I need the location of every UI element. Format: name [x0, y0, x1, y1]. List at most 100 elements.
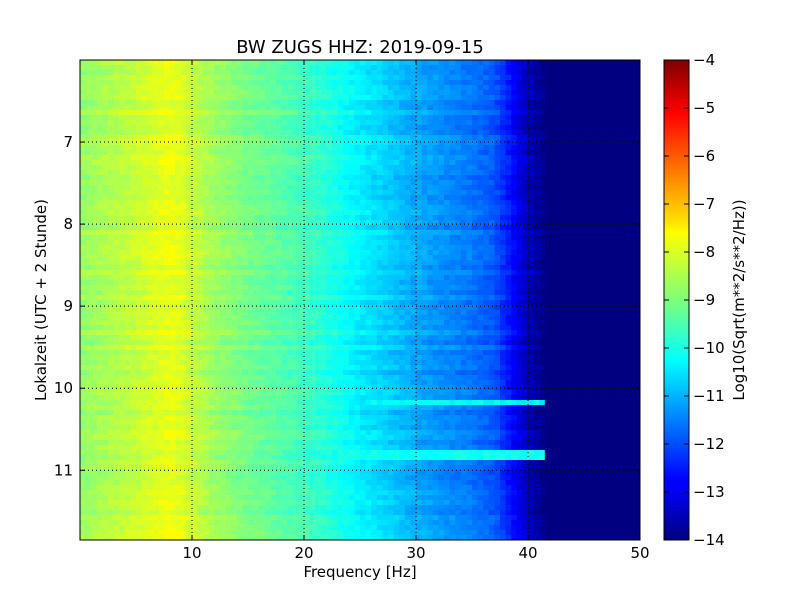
heatmap-cell: [388, 275, 395, 281]
heatmap-cell: [561, 280, 568, 286]
heatmap-cell: [528, 90, 535, 96]
heatmap-cell: [164, 150, 171, 156]
heatmap-cell: [404, 195, 411, 201]
heatmap-cell: [298, 180, 305, 186]
heatmap-cell: [186, 100, 193, 106]
heatmap-cell: [483, 150, 490, 156]
heatmap-cell: [147, 110, 154, 116]
heatmap-cell: [242, 300, 249, 306]
heatmap-cell: [225, 65, 232, 71]
heatmap-cell: [584, 120, 591, 126]
heatmap-cell: [292, 170, 299, 176]
heatmap-cell: [393, 140, 400, 146]
heatmap-cell: [511, 130, 518, 136]
heatmap-cell: [449, 105, 456, 111]
heatmap-cell: [259, 140, 266, 146]
heatmap-cell: [186, 240, 193, 246]
heatmap-cell: [634, 95, 640, 101]
heatmap-cell: [449, 185, 456, 191]
heatmap-cell: [298, 205, 305, 211]
heatmap-cell: [544, 70, 551, 76]
heatmap-cell: [236, 90, 243, 96]
heatmap-cell: [270, 180, 277, 186]
heatmap-cell: [365, 130, 372, 136]
heatmap-cell: [203, 140, 210, 146]
heatmap-cell: [276, 130, 283, 136]
heatmap-cell: [197, 150, 204, 156]
heatmap-cell: [259, 255, 266, 261]
heatmap-cell: [197, 160, 204, 166]
heatmap-cell: [477, 270, 484, 276]
heatmap-cell: [572, 125, 579, 131]
heatmap-cell: [505, 275, 512, 281]
heatmap-cell: [231, 250, 238, 256]
heatmap-cell: [550, 70, 557, 76]
heatmap-cell: [326, 85, 333, 91]
heatmap-cell: [533, 155, 540, 161]
heatmap-cell: [214, 240, 221, 246]
heatmap-cell: [119, 225, 126, 231]
heatmap-cell: [220, 75, 227, 81]
heatmap-cell: [488, 220, 495, 226]
heatmap-cell: [393, 185, 400, 191]
heatmap-cell: [360, 250, 367, 256]
heatmap-cell: [332, 195, 339, 201]
heatmap-cell: [169, 65, 176, 71]
heatmap-cell: [231, 305, 238, 311]
heatmap-cell: [544, 165, 551, 171]
heatmap-cell: [164, 90, 171, 96]
heatmap-cell: [96, 155, 103, 161]
heatmap-cell: [113, 75, 120, 81]
heatmap-cell: [264, 65, 271, 71]
heatmap-cell: [169, 230, 176, 236]
heatmap-cell: [315, 265, 322, 271]
heatmap-cell: [332, 235, 339, 241]
heatmap-cell: [225, 200, 232, 206]
heatmap-cell: [85, 305, 92, 311]
heatmap-cell: [152, 285, 159, 291]
heatmap-cell: [584, 210, 591, 216]
heatmap-cell: [309, 185, 316, 191]
heatmap-cell: [606, 240, 613, 246]
heatmap-cell: [348, 160, 355, 166]
heatmap-cell: [511, 305, 518, 311]
heatmap-cell: [427, 290, 434, 296]
heatmap-cell: [589, 270, 596, 276]
heatmap-cell: [522, 150, 529, 156]
heatmap-cell: [208, 190, 215, 196]
heatmap-cell: [348, 260, 355, 266]
heatmap-cell: [399, 295, 406, 301]
heatmap-cell: [371, 115, 378, 121]
heatmap-cell: [309, 265, 316, 271]
heatmap-cell: [488, 170, 495, 176]
heatmap-cell: [466, 225, 473, 231]
heatmap-cell: [130, 125, 137, 131]
heatmap-cell: [550, 180, 557, 186]
heatmap-cell: [108, 95, 115, 101]
heatmap-cell: [287, 290, 294, 296]
heatmap-cell: [236, 140, 243, 146]
heatmap-cell: [550, 165, 557, 171]
heatmap-cell: [113, 205, 120, 211]
heatmap-cell: [460, 150, 467, 156]
heatmap-cell: [360, 265, 367, 271]
heatmap-cell: [248, 220, 255, 226]
heatmap-cell: [147, 220, 154, 226]
heatmap-cell: [511, 90, 518, 96]
heatmap-cell: [595, 180, 602, 186]
heatmap-cell: [220, 150, 227, 156]
heatmap-cell: [606, 140, 613, 146]
heatmap-cell: [152, 300, 159, 306]
heatmap-cell: [124, 120, 131, 126]
heatmap-cell: [606, 85, 613, 91]
heatmap-cell: [522, 130, 529, 136]
heatmap-cell: [197, 140, 204, 146]
heatmap-cell: [136, 180, 143, 186]
heatmap-cell: [410, 195, 417, 201]
heatmap-cell: [623, 170, 630, 176]
heatmap-cell: [628, 160, 635, 166]
heatmap-cell: [253, 95, 260, 101]
heatmap-cell: [516, 135, 523, 141]
heatmap-cell: [438, 130, 445, 136]
